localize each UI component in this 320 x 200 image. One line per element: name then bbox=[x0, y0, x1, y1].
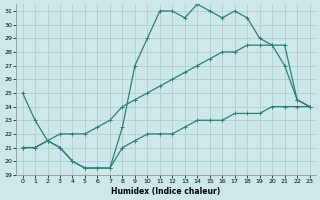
X-axis label: Humidex (Indice chaleur): Humidex (Indice chaleur) bbox=[111, 187, 221, 196]
